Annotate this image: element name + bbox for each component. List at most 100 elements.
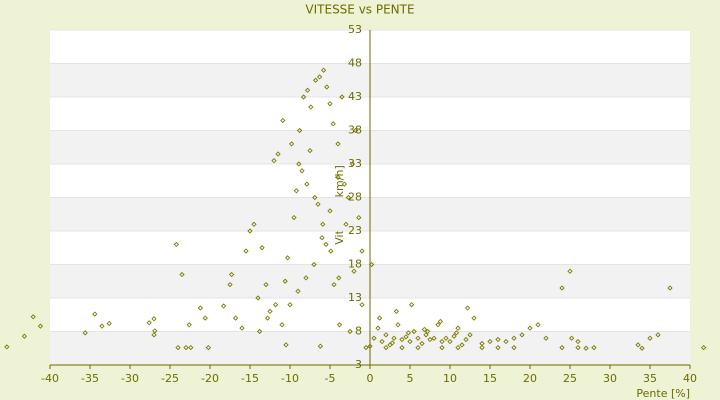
point — [327, 208, 333, 214]
point — [415, 344, 421, 351]
point — [376, 315, 383, 321]
point — [328, 248, 334, 254]
x-tick-label: 40 — [683, 372, 697, 385]
point — [423, 332, 429, 338]
point — [336, 275, 342, 281]
y-tick-label: 38 — [348, 124, 362, 137]
point — [308, 104, 314, 110]
point — [405, 330, 412, 336]
point — [408, 302, 415, 308]
point — [635, 342, 641, 348]
point — [267, 308, 273, 315]
point — [151, 316, 157, 322]
point — [399, 344, 405, 351]
point — [535, 322, 541, 328]
point — [389, 340, 396, 346]
point — [175, 344, 181, 351]
point — [197, 305, 204, 311]
point — [559, 285, 565, 291]
point — [264, 315, 271, 321]
point — [275, 151, 281, 157]
point — [300, 94, 307, 100]
point — [227, 281, 233, 288]
point — [330, 121, 336, 127]
y-tick-label: 8 — [355, 325, 362, 338]
point — [287, 302, 293, 308]
y-tick-label: 53 — [348, 23, 362, 36]
point — [304, 181, 310, 187]
y-tick-label: 18 — [348, 258, 362, 271]
x-tick-label: -35 — [81, 372, 99, 385]
point — [251, 221, 257, 227]
point — [288, 141, 295, 147]
point — [451, 333, 457, 339]
point — [403, 334, 409, 340]
point — [363, 344, 369, 351]
point — [427, 336, 433, 343]
x-tick-label: 0 — [367, 372, 374, 385]
point — [471, 315, 477, 321]
x-tick-label: 30 — [603, 372, 617, 385]
point — [291, 214, 297, 221]
point — [424, 328, 431, 335]
point — [319, 235, 325, 241]
point — [467, 332, 473, 338]
y-tick-label: 28 — [348, 191, 362, 204]
x-tick-label: -40 — [41, 372, 59, 385]
point — [455, 325, 461, 331]
point — [339, 94, 345, 100]
point — [435, 322, 441, 328]
point — [351, 268, 357, 274]
point — [591, 344, 597, 351]
point — [317, 343, 324, 349]
point — [356, 214, 362, 221]
point — [464, 305, 471, 311]
point — [655, 332, 661, 338]
point — [151, 332, 157, 338]
point — [92, 311, 98, 317]
point — [503, 338, 509, 345]
x-tick-label: 25 — [563, 372, 577, 385]
point — [437, 318, 444, 325]
point — [495, 336, 501, 343]
point — [271, 158, 277, 164]
point — [303, 275, 309, 281]
point — [296, 161, 302, 167]
point — [295, 288, 301, 294]
point — [256, 328, 263, 335]
point — [345, 194, 352, 201]
point — [37, 323, 44, 329]
point — [543, 335, 549, 341]
point — [312, 77, 319, 83]
point — [391, 335, 397, 341]
point — [247, 228, 253, 234]
point — [347, 328, 353, 335]
point — [324, 84, 330, 90]
point — [459, 342, 465, 348]
point — [511, 344, 517, 351]
point — [315, 201, 321, 207]
point — [383, 344, 389, 351]
point — [335, 141, 341, 147]
y-tick-label: 13 — [348, 291, 362, 304]
point — [272, 302, 279, 308]
point — [282, 278, 288, 284]
point — [173, 241, 180, 248]
point — [312, 194, 318, 201]
point — [393, 308, 400, 315]
point — [228, 271, 235, 278]
point — [320, 67, 327, 73]
point — [220, 303, 227, 309]
x-tick-label: -25 — [161, 372, 179, 385]
x-tick-label: 35 — [643, 372, 657, 385]
point — [343, 221, 349, 227]
point — [379, 338, 385, 345]
point — [4, 344, 10, 350]
point — [307, 147, 313, 154]
point — [336, 322, 343, 328]
point — [99, 323, 105, 329]
point — [495, 344, 501, 351]
point — [279, 322, 285, 328]
point — [439, 344, 445, 351]
point — [519, 332, 525, 338]
